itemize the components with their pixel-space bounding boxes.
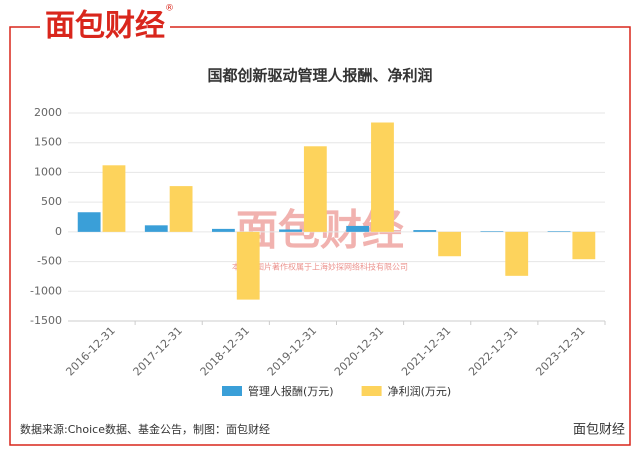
bar <box>547 231 571 232</box>
y-tick-label: 2000 <box>34 106 62 119</box>
y-tick-label: 1500 <box>34 136 62 149</box>
registered-mark: ® <box>165 4 174 14</box>
legend-label: 净利润(万元) <box>388 384 452 398</box>
bar <box>572 231 596 260</box>
bar <box>480 231 504 232</box>
legend-swatch <box>222 386 242 396</box>
bar <box>505 231 529 276</box>
bar <box>144 225 168 232</box>
bar <box>371 122 394 232</box>
legend-label: 管理人报酬(万元) <box>248 384 334 398</box>
chart-title: 国都创新驱动管理人报酬、净利润 <box>207 67 432 85</box>
y-tick-label: 500 <box>41 195 62 208</box>
source: 数据来源:Choice数据、基金公告，制图：面包财经 <box>20 422 270 436</box>
bar <box>346 225 370 232</box>
y-tick-label: -1500 <box>30 314 62 327</box>
logo: 面包财经 <box>45 9 165 44</box>
y-tick-label: -500 <box>37 255 62 268</box>
bar <box>211 228 235 232</box>
bar <box>438 231 462 257</box>
y-tick-label: -1000 <box>30 284 62 297</box>
bar <box>413 230 437 232</box>
bar <box>236 231 260 300</box>
watermark: 本图表图片著作权属于上海妙探网络科技有限公司 <box>232 262 408 272</box>
legend-swatch <box>361 386 382 396</box>
bar <box>303 146 327 232</box>
bar <box>77 212 101 232</box>
bar <box>279 229 302 232</box>
y-tick-label: 1000 <box>34 165 62 178</box>
bar <box>102 165 126 232</box>
y-tick-label: 0 <box>55 225 62 238</box>
frame <box>9 26 631 446</box>
bar <box>169 186 193 232</box>
brand: 面包财经 <box>573 423 625 438</box>
